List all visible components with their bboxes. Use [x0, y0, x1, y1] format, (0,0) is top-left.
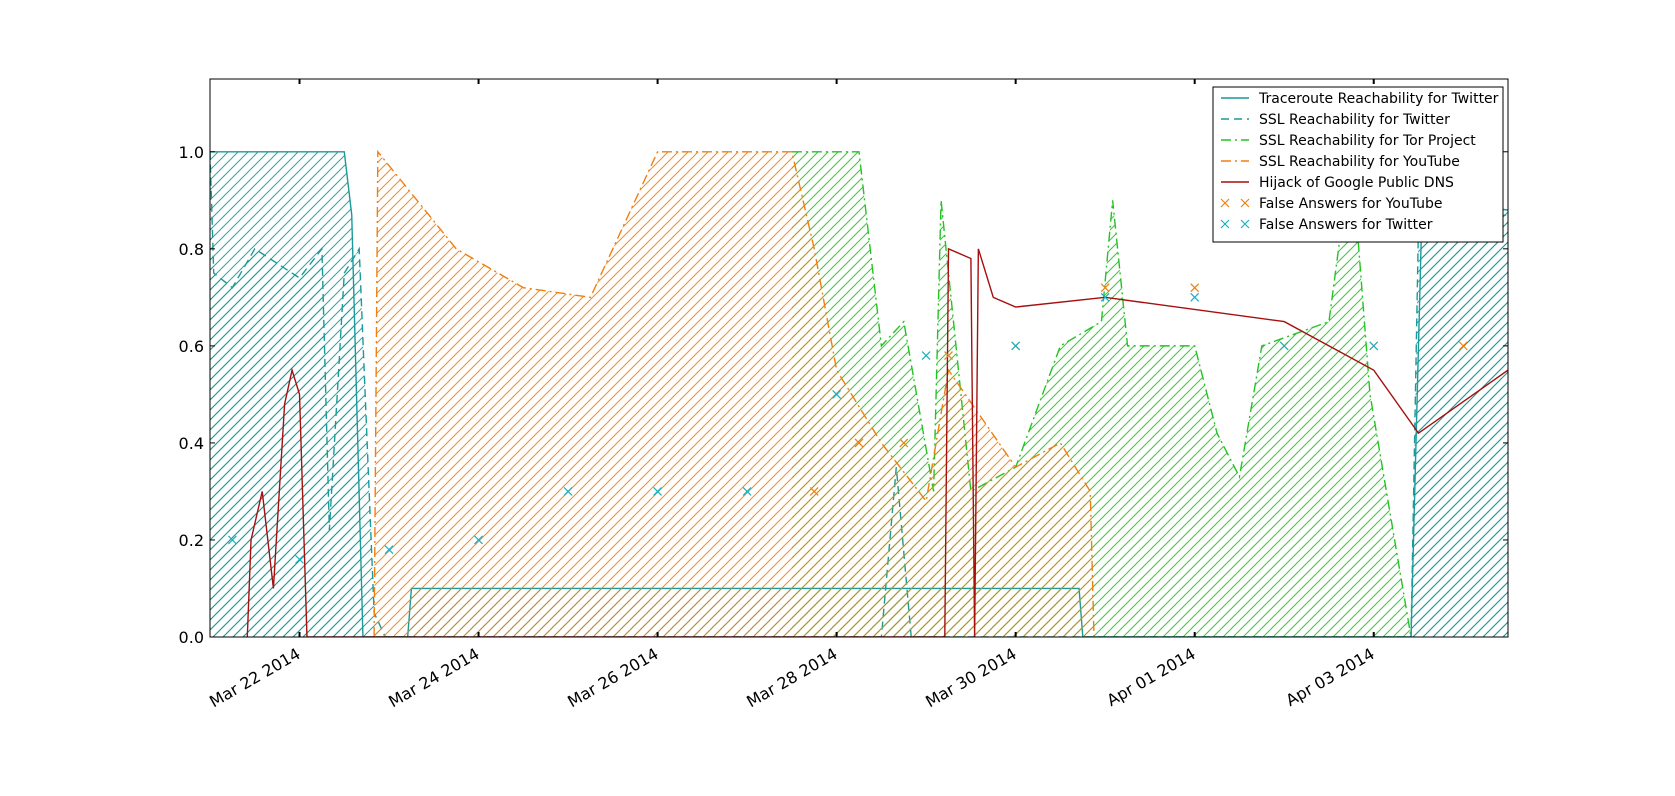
area-ssl-reachability-for-youtube	[374, 151, 1094, 637]
legend-label: SSL Reachability for Twitter	[1259, 112, 1450, 128]
marker-false-answers-for-twitter	[1279, 341, 1289, 351]
plot-frame	[209, 78, 1509, 638]
line-ssl-reachability-for-tor-project	[791, 151, 1412, 637]
marker-false-answers-for-twitter	[921, 351, 931, 360]
marker-false-answers-for-twitter	[384, 545, 394, 555]
legend-label: False Answers for YouTube	[1259, 196, 1443, 212]
marker-false-answers-for-twitter	[1100, 292, 1110, 302]
x-tick-label: Apr 03 2014	[1283, 644, 1378, 710]
marker-false-answers-for-twitter	[832, 389, 842, 399]
legend-item: SSL Reachability for Tor Project	[1221, 133, 1476, 149]
legend-item: False Answers for YouTube	[1220, 196, 1443, 212]
legend-item: Hijack of Google Public DNS	[1221, 175, 1454, 191]
x-tick-label: Mar 26 2014	[564, 644, 661, 711]
legend-label: False Answers for Twitter	[1259, 217, 1433, 233]
x-tick-label: Mar 30 2014	[922, 644, 1019, 711]
marker-false-answers-for-twitter	[474, 535, 483, 545]
marker-false-answers-for-youtube	[1100, 283, 1110, 293]
legend-swatch	[1220, 219, 1230, 229]
legend: Traceroute Reachability for Twitter SSL R…	[1212, 86, 1504, 243]
marker-false-answers-for-youtube	[854, 438, 864, 448]
legend-item: SSL Reachability for Twitter	[1221, 112, 1450, 128]
marker-false-answers-for-twitter	[227, 535, 237, 545]
marker-false-answers-for-twitter	[653, 487, 663, 496]
legend-item: Traceroute Reachability for Twitter	[1221, 91, 1499, 107]
line-hijack-of-google-public-dns	[246, 247, 1508, 637]
marker-false-answers-for-youtube	[1458, 341, 1468, 351]
x-tick-label: Mar 28 2014	[743, 644, 840, 711]
legend-box	[1212, 86, 1504, 243]
marker-false-answers-for-youtube	[899, 438, 909, 448]
legend-swatch	[1240, 198, 1250, 208]
legend-swatch	[1240, 219, 1250, 229]
marker-false-answers-for-twitter	[742, 487, 752, 496]
y-tick-label: 0.8	[179, 240, 204, 259]
legend-label: SSL Reachability for Tor Project	[1259, 133, 1476, 149]
x-tick-label: Mar 24 2014	[385, 644, 482, 711]
marker-false-answers-for-twitter	[295, 554, 304, 564]
marker-false-answers-for-twitter	[1190, 292, 1200, 302]
legend-label: SSL Reachability for YouTube	[1259, 154, 1460, 170]
y-tick-label: 0.4	[179, 434, 204, 453]
y-tick-label: 1.0	[179, 143, 204, 162]
x-tick-label: Mar 22 2014	[206, 644, 303, 711]
marker-false-answers-for-twitter	[1011, 341, 1021, 351]
area-ssl-reachability-for-twitter	[210, 151, 1508, 637]
legend-item: SSL Reachability for YouTube	[1221, 154, 1460, 170]
y-tick-label: 0.6	[179, 337, 204, 356]
x-tick-label: Apr 01 2014	[1104, 644, 1199, 710]
marker-false-answers-for-twitter	[1369, 341, 1379, 351]
legend-item: False Answers for Twitter	[1220, 217, 1433, 233]
marker-false-answers-for-youtube	[809, 487, 819, 496]
y-tick-label: 0.0	[179, 628, 204, 647]
marker-false-answers-for-youtube	[944, 351, 953, 360]
marker-false-answers-for-twitter	[563, 487, 573, 496]
series-layer	[210, 149, 1508, 637]
y-tick-label: 0.2	[179, 531, 204, 550]
marker-false-answers-for-youtube	[1190, 283, 1200, 293]
series-false-answers-for-twitter	[227, 292, 1379, 564]
legend-label: Traceroute Reachability for Twitter	[1258, 91, 1499, 107]
legend-label: Hijack of Google Public DNS	[1259, 175, 1454, 191]
legend-swatch	[1220, 198, 1230, 208]
line-ssl-reachability-for-youtube	[373, 149, 1095, 637]
